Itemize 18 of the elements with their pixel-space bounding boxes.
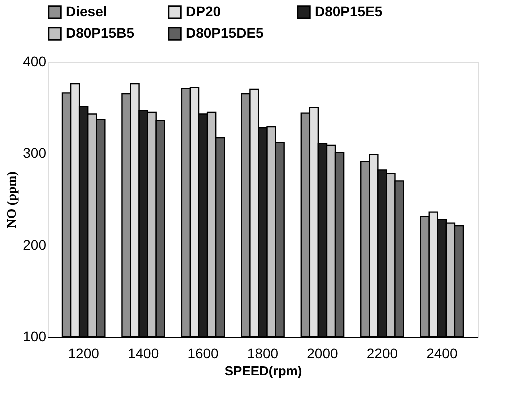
x-axis-title: SPEED(rpm) bbox=[224, 364, 302, 378]
y-axis-title: NO (ppm) bbox=[4, 172, 20, 228]
x-tick-label: 1800 bbox=[247, 346, 279, 362]
y-tick-label: 200 bbox=[23, 236, 47, 253]
legend-label: DP20 bbox=[186, 3, 222, 20]
y-tick-label: 100 bbox=[23, 328, 47, 344]
legend-label: D80P15B5 bbox=[66, 25, 135, 41]
y-tick-label: 300 bbox=[23, 145, 47, 162]
y-tick-label: 400 bbox=[23, 54, 47, 70]
legend-label: D80P15E5 bbox=[315, 3, 383, 20]
x-tick-label: 1600 bbox=[188, 346, 220, 362]
x-tick-label: 2000 bbox=[307, 346, 339, 362]
x-tick-label: 1400 bbox=[128, 346, 160, 362]
x-tick-label: 2400 bbox=[426, 346, 458, 362]
x-tick-label: 2200 bbox=[366, 346, 398, 362]
x-tick-label: 1200 bbox=[68, 346, 100, 362]
legend-label: Diesel bbox=[66, 3, 108, 20]
legend-label: D80P15DE5 bbox=[186, 25, 264, 41]
